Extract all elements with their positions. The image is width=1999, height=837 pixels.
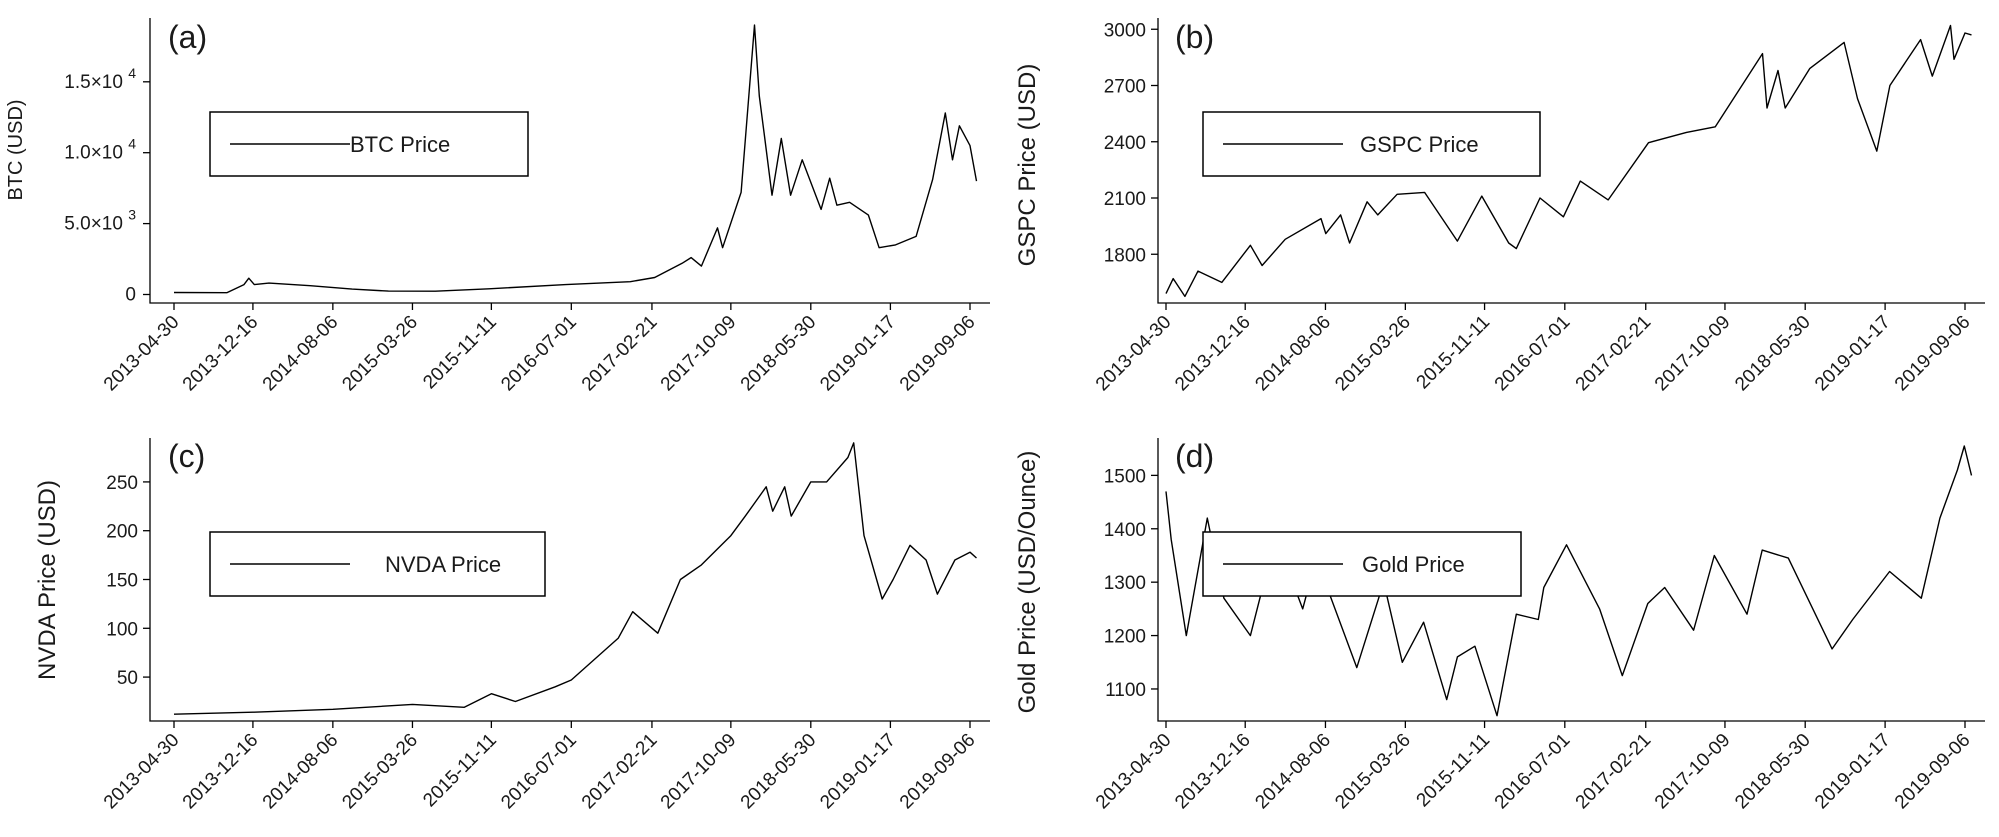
x-tick-label: 2015-03-26 <box>1331 730 1415 814</box>
y-axis-label: NVDA Price (USD) <box>34 480 61 680</box>
x-tick-label: 2017-10-09 <box>1651 312 1735 396</box>
x-tick-label: 2013-04-30 <box>100 312 184 396</box>
legend-label: GSPC Price <box>1360 132 1479 157</box>
y-tick-label: 150 <box>106 571 138 592</box>
axes-frame <box>1157 18 1985 304</box>
x-tick-label: 2014-08-06 <box>259 730 343 814</box>
axes-frame <box>149 18 990 304</box>
legend: NVDA Price <box>209 531 546 597</box>
x-tick-label: 2015-03-26 <box>338 730 422 814</box>
y-tick-label: 1400 <box>1104 520 1146 541</box>
x-tick-label: 2013-12-16 <box>179 312 263 396</box>
x-tick-label: 2016-07-01 <box>497 730 581 814</box>
x-tick-label: 2014-08-06 <box>259 312 343 396</box>
x-tick-label: 2017-02-21 <box>1572 730 1656 814</box>
panel-letter: (d) <box>1175 438 1214 474</box>
panel-c: 50 100 150 200 250 2013-04-302013-12-162014-0… <box>34 438 990 813</box>
y-tick-label: 2400 <box>1104 133 1146 154</box>
y-axis-label: Gold Price (USD/Ounce) <box>1014 451 1041 714</box>
x-tick-label: 2013-04-30 <box>100 730 184 814</box>
y-tick-label: 1500 <box>1104 466 1146 487</box>
x-tick-label: 2018-05-30 <box>1731 312 1815 396</box>
panel-letter: (c) <box>168 438 205 474</box>
x-tick-label: 2014-08-06 <box>1251 312 1335 396</box>
x-tick-label: 2017-10-09 <box>1651 730 1735 814</box>
x-tick-label: 2017-02-21 <box>1572 312 1656 396</box>
x-tick-label: 2019-09-06 <box>1891 312 1975 396</box>
x-tick-label: 2017-02-21 <box>578 312 662 396</box>
panel-b: 1800 2100 2400 2700 3000 2013-04-302013-12-16… <box>1014 18 1985 395</box>
x-tick-label: 2019-09-06 <box>896 730 980 814</box>
legend: Gold Price <box>1202 531 1522 597</box>
x-tick-label: 2018-05-30 <box>737 730 821 814</box>
x-tick-label: 2013-04-30 <box>1092 312 1176 396</box>
y-tick-label: 1.5×10 4 <box>64 65 136 93</box>
y-tick-label: 1800 <box>1104 245 1146 266</box>
panel-letter: (a) <box>168 19 207 55</box>
x-tick-label: 2019-01-17 <box>1811 730 1895 814</box>
x-tick-label: 2017-02-21 <box>578 730 662 814</box>
series-line-gspc-price <box>1165 24 1972 298</box>
x-tick-label: 2015-11-11 <box>419 730 501 812</box>
series-line-nvda-price <box>173 442 977 715</box>
panel-letter: (b) <box>1175 19 1214 55</box>
legend: BTC Price <box>209 111 529 177</box>
y-tick-label: 1200 <box>1104 627 1146 648</box>
y-tick-label: 250 <box>106 473 138 494</box>
x-tick-label: 2013-12-16 <box>1171 312 1255 396</box>
x-tick-label: 2019-01-17 <box>1811 312 1895 396</box>
x-tick-label: 2016-07-01 <box>497 312 581 396</box>
x-tick-label: 2014-08-06 <box>1251 730 1335 814</box>
x-tick-label: 2015-03-26 <box>338 312 422 396</box>
x-tick-label: 2019-09-06 <box>896 312 980 396</box>
x-tick-label: 2015-11-11 <box>419 312 501 394</box>
series-line-btc-price <box>173 24 978 294</box>
x-tick-label: 2013-04-30 <box>1092 730 1176 814</box>
x-tick-label: 2015-11-11 <box>1413 312 1495 394</box>
x-tick-label: 2017-10-09 <box>657 312 741 396</box>
y-axis-label: BTC (USD) <box>5 99 27 200</box>
legend-label: BTC Price <box>350 132 450 157</box>
y-tick-label: 50 <box>117 668 138 689</box>
y-tick-label: 2100 <box>1104 189 1146 210</box>
x-tick-label: 2016-07-01 <box>1491 730 1575 814</box>
y-tick-label: 1300 <box>1104 573 1146 594</box>
y-tick-label: 200 <box>106 522 138 543</box>
panel-a: 0 5.0×10 3 1.0×10 4 1.5×10 4 2013-04-302013-… <box>5 18 990 395</box>
x-tick-label: 2015-11-11 <box>1413 730 1495 812</box>
y-tick-label: 3000 <box>1104 20 1146 41</box>
x-tick-label: 2018-05-30 <box>1731 730 1815 814</box>
x-tick-label: 2013-12-16 <box>179 730 263 814</box>
legend: GSPC Price <box>1202 111 1541 177</box>
y-tick-label: 0 <box>125 284 136 305</box>
x-tick-label: 2013-12-16 <box>1171 730 1255 814</box>
x-tick-label: 2019-01-17 <box>816 730 900 814</box>
x-tick-label: 2017-10-09 <box>657 730 741 814</box>
x-tick-label: 2018-05-30 <box>737 312 821 396</box>
x-tick-label: 2016-07-01 <box>1491 312 1575 396</box>
y-tick-label: 100 <box>106 619 138 640</box>
y-tick-label: 2700 <box>1104 77 1146 98</box>
legend-label: NVDA Price <box>385 552 501 577</box>
axes-frame <box>1157 438 1985 722</box>
y-axis-label: GSPC Price (USD) <box>1014 64 1041 267</box>
x-tick-label: 2019-09-06 <box>1891 730 1975 814</box>
y-tick-label: 1100 <box>1105 680 1146 701</box>
legend-label: Gold Price <box>1362 552 1465 577</box>
x-tick-label: 2019-01-17 <box>816 312 900 396</box>
y-tick-label: 5.0×10 3 <box>64 207 136 235</box>
x-tick-label: 2015-03-26 <box>1331 312 1415 396</box>
axes-frame <box>149 438 990 722</box>
y-tick-label: 1.0×10 4 <box>64 136 136 164</box>
panel-d: 1100 1200 1300 1400 1500 2013-04-302013-12-16… <box>1014 438 1985 813</box>
